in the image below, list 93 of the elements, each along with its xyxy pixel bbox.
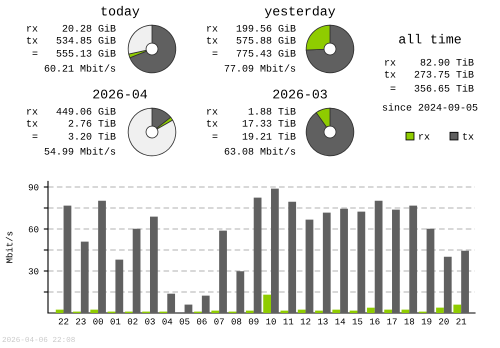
- bar: [132, 228, 140, 313]
- y-tick-label: 30: [28, 268, 38, 274]
- text: = 3.20 TiB: [32, 132, 116, 140]
- chart-title: yesterday: [264, 6, 336, 18]
- x-tick-label: 20: [439, 318, 449, 324]
- bar: [254, 198, 262, 313]
- text: rx 199.56 GiB: [207, 24, 296, 32]
- bar: [444, 256, 452, 313]
- bar: [115, 260, 124, 313]
- text: rx 82.90 TiB: [385, 58, 474, 66]
- x-tick-label: 01: [110, 318, 120, 324]
- x-tick-label: 12: [300, 318, 310, 324]
- bar: [202, 296, 210, 313]
- x-tick-label: 03: [145, 318, 155, 324]
- y-tick-label: 60: [28, 226, 38, 232]
- bar: [219, 230, 227, 313]
- x-tick-label: 08: [232, 318, 242, 324]
- text: tx 273.75 TiB: [384, 70, 474, 78]
- text: rx 1.88 TiB: [207, 107, 296, 115]
- text: 54.99 Mbit/s: [44, 147, 116, 155]
- bar: [340, 208, 348, 313]
- bar: [461, 250, 469, 313]
- legend-label: tx: [462, 132, 474, 140]
- bar: [271, 188, 279, 313]
- x-tick-label: 19: [422, 318, 432, 324]
- bar: [64, 206, 72, 313]
- text: tx 534.85 GiB: [26, 36, 116, 44]
- x-tick-label: 17: [387, 318, 397, 324]
- text: tx 17.33 TiB: [206, 119, 296, 127]
- text: all time: [399, 34, 461, 44]
- bar: [288, 202, 296, 313]
- bar: [374, 200, 383, 313]
- x-tick-label: 16: [370, 318, 380, 324]
- text: = 775.43 GiB: [212, 49, 296, 57]
- donut-slice: [306, 108, 354, 156]
- x-tick-label: 22: [58, 318, 68, 324]
- chart-title: 2026-04: [93, 90, 148, 99]
- text: = 19.21 TiB: [212, 132, 296, 140]
- x-tick-label: 06: [196, 318, 207, 324]
- x-tick-label: 07: [214, 318, 224, 324]
- x-tick-label: 11: [284, 318, 294, 324]
- chart-title: 2026-03: [273, 90, 327, 99]
- bar: [357, 212, 366, 313]
- bar: [306, 220, 314, 313]
- x-tick-label: 13: [318, 318, 328, 324]
- bar: [56, 310, 64, 313]
- bar: [322, 212, 331, 313]
- bar: [392, 210, 400, 313]
- bar: [263, 294, 272, 313]
- text: rx 20.28 GiB: [27, 24, 116, 32]
- bar: [436, 308, 444, 313]
- x-tick-label: 02: [128, 318, 138, 324]
- bar: [98, 200, 106, 313]
- bar: [366, 308, 375, 313]
- text: 60.21 Mbit/s: [44, 64, 116, 72]
- x-tick-label: 09: [248, 318, 259, 324]
- bar: [80, 242, 89, 313]
- text: rx 449.06 GiB: [27, 107, 116, 115]
- x-tick-label: 18: [404, 318, 414, 324]
- donut-slice: [306, 24, 354, 74]
- x-tick-label: 10: [266, 318, 276, 324]
- bar: [298, 310, 306, 313]
- donut-slice: [128, 108, 176, 156]
- y-tick-label: 90: [28, 184, 38, 190]
- y-axis-title: Mbit/s: [6, 232, 12, 263]
- text: tx 575.88 GiB: [206, 36, 296, 44]
- bar: [236, 271, 244, 313]
- text: 77.09 Mbit/s: [224, 64, 296, 72]
- x-tick-label: 21: [456, 318, 466, 324]
- x-tick-label: 15: [352, 318, 362, 324]
- text: tx 2.76 TiB: [26, 119, 116, 127]
- bar: [384, 310, 392, 313]
- bar: [167, 294, 176, 313]
- x-tick-label: 05: [180, 318, 190, 324]
- chart-title: today: [101, 6, 140, 18]
- donut-slice: [129, 24, 176, 74]
- bar: [332, 310, 340, 313]
- legend-label: rx: [419, 134, 430, 140]
- text: = 356.65 TiB: [390, 84, 474, 92]
- x-tick-label: 23: [76, 318, 86, 324]
- bar: [90, 310, 98, 313]
- bar: [426, 228, 434, 313]
- bar: [150, 216, 158, 313]
- x-tick-label: 00: [93, 318, 103, 324]
- x-tick-label: 04: [162, 318, 172, 324]
- x-tick-label: 14: [335, 318, 346, 324]
- bar: [184, 304, 192, 313]
- text: = 555.13 GiB: [32, 49, 116, 57]
- text: since 2024-09-05: [382, 103, 478, 111]
- bar: [402, 310, 410, 313]
- bar: [453, 304, 462, 313]
- text: 63.08 Mbit/s: [224, 147, 296, 155]
- bar: [409, 206, 418, 313]
